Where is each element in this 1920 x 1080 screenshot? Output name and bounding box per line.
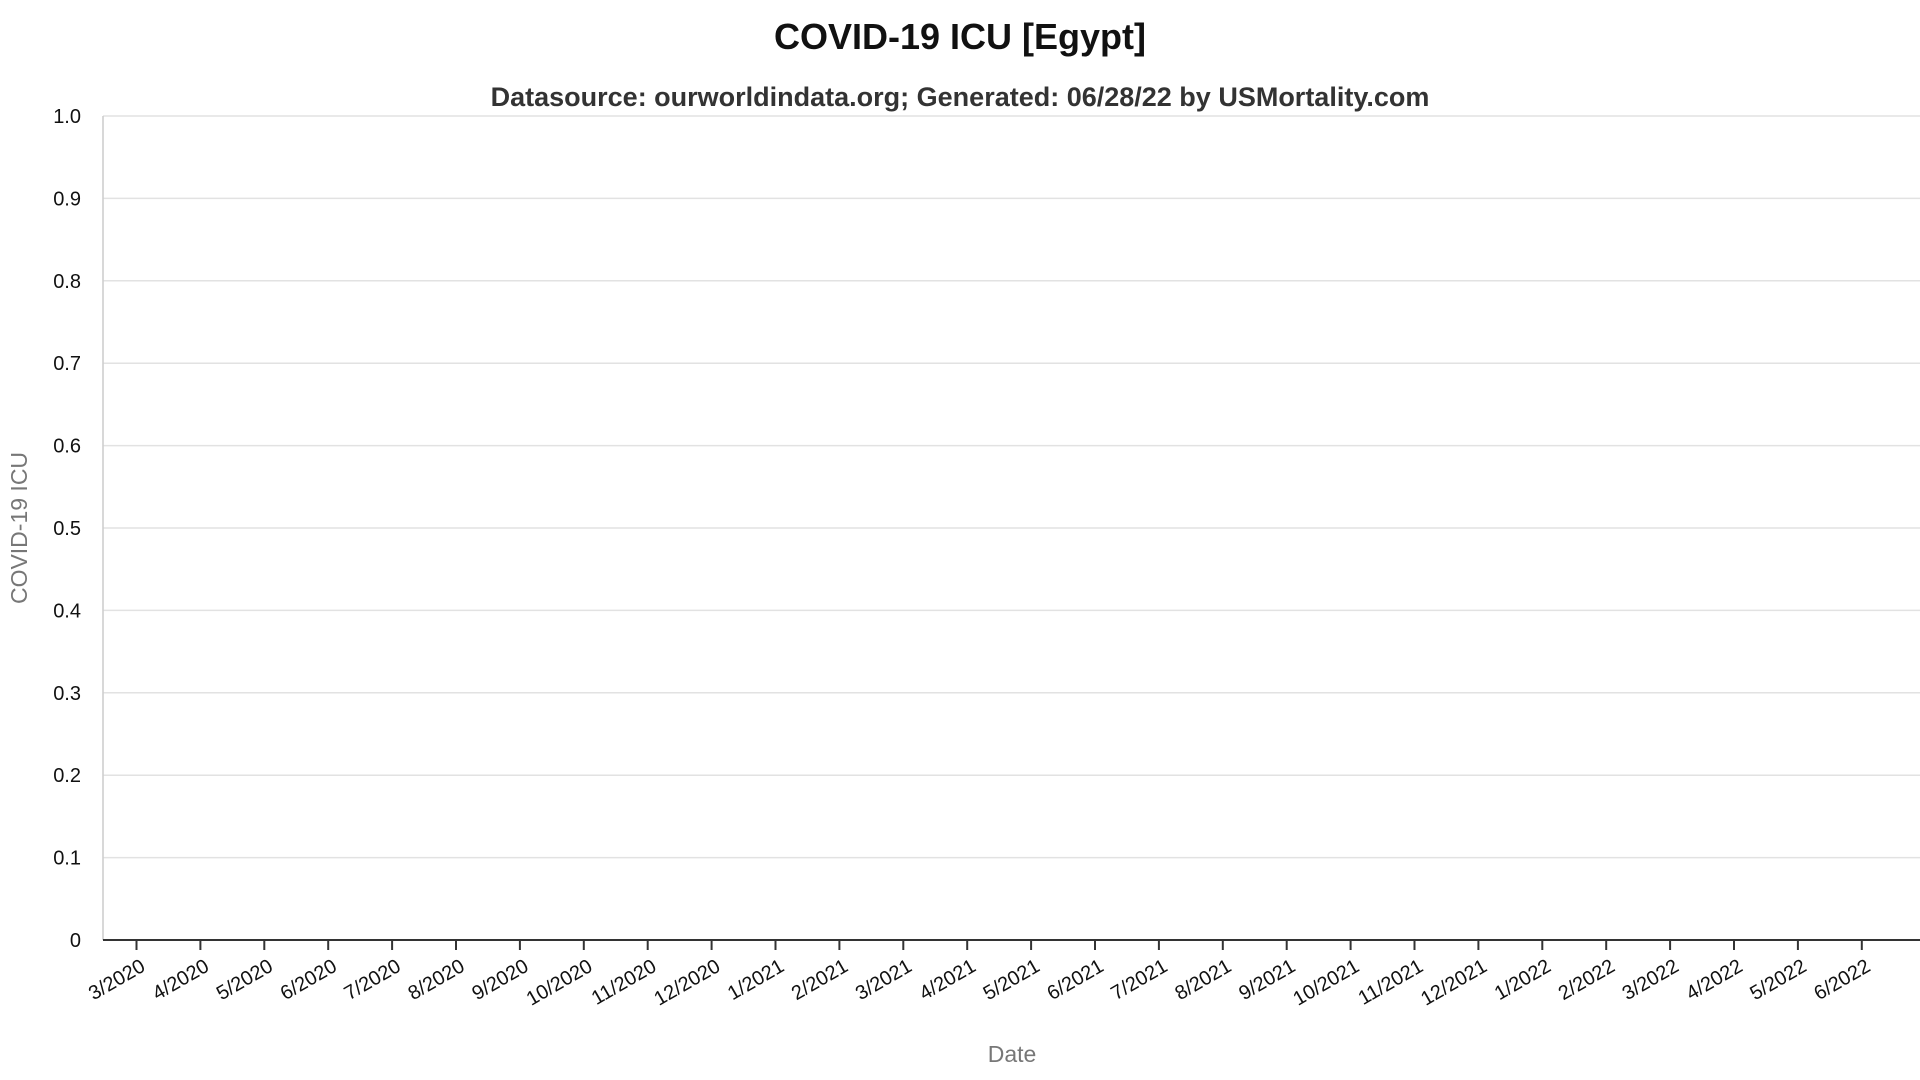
y-tick-label: 0.1: [53, 848, 81, 870]
x-tick-label: 3/2020: [85, 955, 149, 1005]
x-tick-label: 3/2022: [1619, 955, 1683, 1005]
x-tick-label: 12/2020: [650, 955, 724, 1010]
y-tick-label: 0: [70, 930, 81, 952]
x-tick-label: 9/2020: [468, 955, 532, 1005]
x-tick-label: 4/2021: [916, 955, 980, 1005]
chart-subtitle: Datasource: ourworldindata.org; Generate…: [491, 82, 1430, 112]
x-tick-label: 5/2022: [1746, 955, 1810, 1005]
x-tick-label: 2/2021: [788, 955, 852, 1005]
y-tick-label: 0.6: [53, 436, 81, 458]
x-tick-label: 1/2021: [724, 955, 788, 1005]
y-tick-label: 0.3: [53, 683, 81, 705]
y-tick-label: 0.5: [53, 518, 81, 540]
x-tick-label: 4/2020: [149, 955, 213, 1005]
x-tick-label: 10/2020: [523, 955, 597, 1010]
x-tick-label: 2/2022: [1555, 955, 1619, 1005]
x-tick-label: 4/2022: [1683, 955, 1747, 1005]
y-tick-label: 0.7: [53, 353, 81, 375]
y-tick-label: 0.4: [53, 600, 81, 622]
grid-layer: [103, 115, 1920, 859]
x-tick-label: 1/2022: [1491, 955, 1555, 1005]
x-axis-label: Date: [988, 1041, 1037, 1067]
y-tick-labels: 0 0.1 0.2 0.3 0.4 0.5 0.6 0.7 0.8 0.9 1.0: [53, 106, 81, 952]
chart-title: COVID-19 ICU [Egypt]: [774, 16, 1146, 57]
x-tick-label: 7/2020: [341, 955, 405, 1005]
y-tick-label: 0.8: [53, 271, 81, 293]
x-tick-label: 8/2020: [405, 955, 469, 1005]
x-tick-label: 6/2021: [1044, 955, 1108, 1005]
y-tick-label: 0.9: [53, 188, 81, 210]
y-axis-label: COVID-19 ICU: [6, 452, 32, 604]
x-tick-label: 10/2021: [1289, 955, 1363, 1010]
x-tick-label: 6/2020: [277, 955, 341, 1005]
x-tick-label: 5/2021: [980, 955, 1044, 1005]
x-tick-label: 11/2020: [588, 955, 660, 1009]
x-tick-label: 9/2021: [1235, 955, 1299, 1005]
x-tick-label: 12/2021: [1417, 955, 1491, 1010]
x-tick-label: 7/2021: [1107, 955, 1171, 1005]
y-tick-label: 1.0: [53, 106, 81, 128]
x-tick-label: 3/2021: [852, 955, 916, 1005]
axis-layer: [102, 116, 1920, 941]
x-tick-label: 11/2021: [1355, 955, 1427, 1009]
x-tick-labels: 3/2020 4/2020 5/2020 6/2020 7/2020 8/2020 9/20…: [85, 940, 1874, 1010]
y-tick-label: 0.2: [53, 765, 81, 787]
x-tick-label: 5/2020: [213, 955, 277, 1005]
x-tick-label: 8/2021: [1171, 955, 1235, 1005]
x-tick-label: 6/2022: [1810, 955, 1874, 1005]
